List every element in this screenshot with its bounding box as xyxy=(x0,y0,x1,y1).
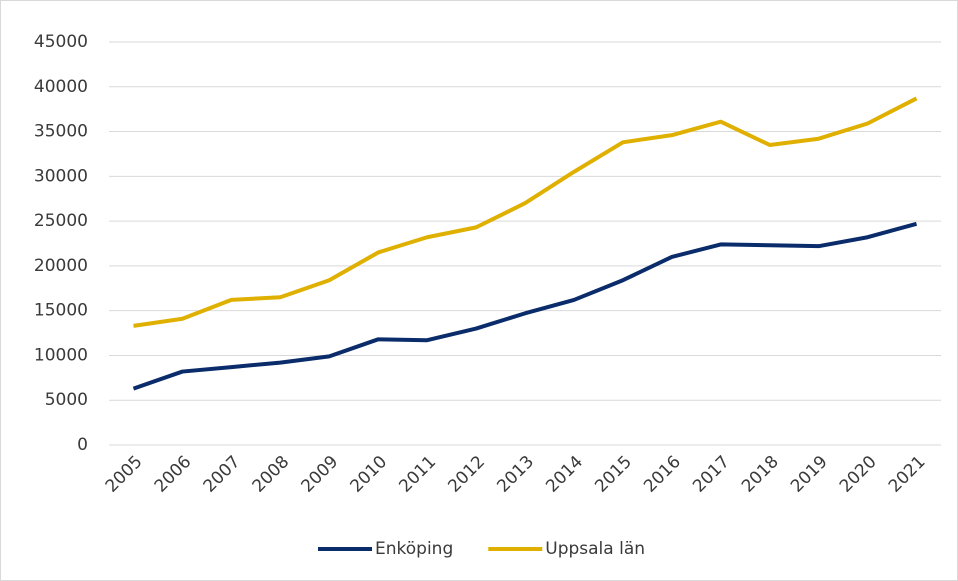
y-tick-label: 30000 xyxy=(34,166,88,186)
y-tick-label: 35000 xyxy=(34,122,88,142)
y-tick-label: 45000 xyxy=(34,32,88,52)
y-tick-label: 0 xyxy=(77,435,88,455)
y-tick-label: 5000 xyxy=(45,390,88,410)
y-tick-label: 40000 xyxy=(34,77,88,97)
y-tick-label: 25000 xyxy=(34,211,88,231)
y-tick-label: 10000 xyxy=(34,345,88,365)
y-tick-label: 20000 xyxy=(34,256,88,276)
y-tick-label: 15000 xyxy=(34,301,88,321)
legend-label: Uppsala län xyxy=(545,539,645,559)
legend-label: Enköping xyxy=(375,539,453,559)
series-line xyxy=(132,221,918,391)
series-line xyxy=(133,96,918,328)
